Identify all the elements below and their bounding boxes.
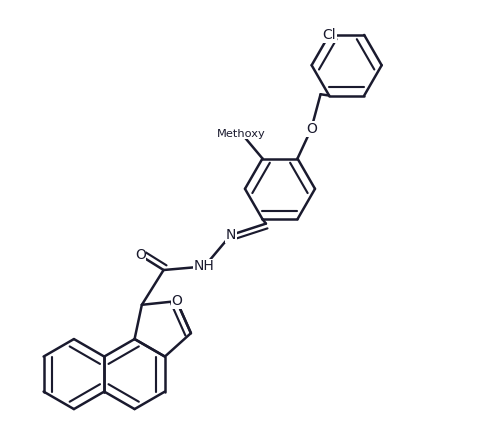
Text: NH: NH [194,260,215,273]
Text: Cl: Cl [322,28,336,42]
Text: N: N [226,228,236,242]
Text: Methoxy: Methoxy [217,128,266,139]
Text: O: O [306,122,316,136]
Text: O: O [171,294,182,308]
Text: O: O [135,249,146,262]
